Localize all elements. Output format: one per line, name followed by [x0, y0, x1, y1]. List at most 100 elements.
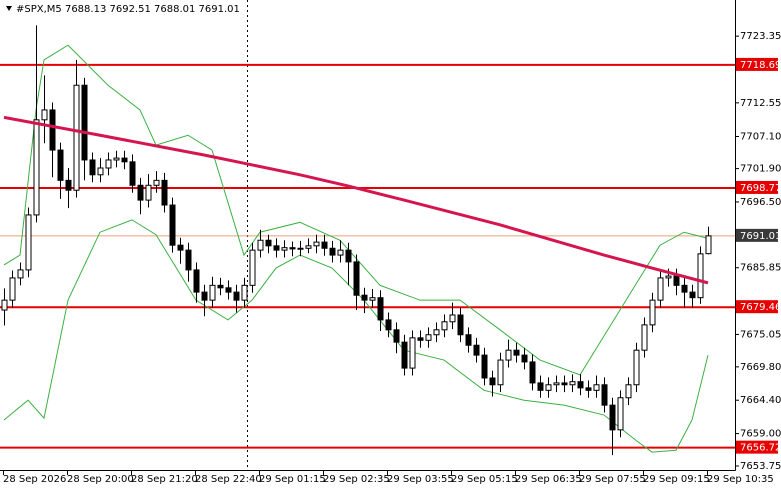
candle-body [257, 239, 264, 251]
candle-body [81, 84, 88, 161]
candle-body [665, 275, 672, 279]
candle-body [673, 275, 680, 286]
title-arrow [6, 6, 12, 11]
candle-body [265, 239, 272, 247]
candle-body [105, 159, 112, 169]
level-label-bg [736, 440, 778, 454]
candle-body [409, 337, 416, 369]
x-tick-label: 28 Sep 21:20 [131, 474, 198, 485]
candle-body [705, 235, 712, 255]
candle-body [553, 382, 560, 386]
candle-body [681, 284, 688, 293]
candle-body [249, 249, 256, 286]
candle-body [201, 291, 208, 301]
candle-body [273, 245, 280, 251]
candle-body [617, 397, 624, 431]
candle-body [337, 249, 344, 256]
candle-body [113, 157, 120, 161]
candle-body [345, 249, 352, 263]
y-tick-label: 7664.40 [740, 395, 781, 406]
x-tick-label: 29 Sep 03:55 [387, 474, 454, 485]
x-tick-label: 29 Sep 10:35 [707, 474, 774, 485]
level-label-bg [736, 300, 778, 314]
candle-body [657, 277, 664, 301]
candle-body [369, 297, 376, 301]
y-tick-label: 7707.10 [740, 131, 781, 142]
x-tick-label: 29 Sep 09:15 [643, 474, 710, 485]
candle-body [633, 349, 640, 386]
level-label: 7718.69 [740, 60, 781, 71]
candle-body [697, 253, 704, 299]
candle-body [641, 324, 648, 351]
candle-body [153, 179, 160, 186]
candle-body [313, 241, 320, 247]
candle-body [177, 244, 184, 251]
candle-body [209, 284, 216, 301]
x-tick-label: 28 Sep 20:00 [67, 474, 134, 485]
candle-body [609, 404, 616, 431]
y-tick-label: 7669.80 [740, 362, 781, 373]
candle-body [593, 384, 600, 391]
level-label: 7679.46 [740, 302, 781, 313]
bollinger-band [3, 44, 709, 376]
moving-average [3, 115, 709, 285]
candle-body [193, 269, 200, 293]
candle-body [585, 387, 592, 391]
current-price-label-bg [736, 228, 778, 242]
candle-body [241, 284, 248, 301]
candle-body [161, 179, 168, 206]
y-tick-label: 7653.75 [740, 461, 781, 472]
candle-body [49, 109, 56, 151]
candle-body [17, 269, 24, 279]
candle-body [393, 329, 400, 343]
x-tick-label: 29 Sep 02:35 [323, 474, 390, 485]
candle-body [305, 245, 312, 249]
candle-body [529, 361, 536, 384]
candle-body [353, 261, 360, 296]
candle-body [481, 354, 488, 379]
x-tick-label: 29 Sep 06:35 [515, 474, 582, 485]
x-tick-label: 28 Sep 2026 [3, 474, 66, 485]
x-tick-label: 29 Sep 05:15 [451, 474, 518, 485]
candle-body [569, 381, 576, 386]
level-label: 7698.77 [740, 183, 781, 194]
candle-body [321, 241, 328, 249]
candle-body [433, 329, 440, 336]
candle-body [145, 184, 152, 201]
x-tick-label: 28 Sep 22:40 [195, 474, 262, 485]
candle-body [601, 384, 608, 406]
candle-body [625, 384, 632, 399]
bollinger-band [3, 219, 709, 453]
level-label-bg [736, 180, 778, 194]
level-label-bg [736, 57, 778, 71]
candle-body [97, 167, 104, 176]
y-tick-label: 7712.55 [740, 98, 781, 109]
y-tick-label: 7723.35 [740, 31, 781, 42]
candle-body [129, 161, 136, 186]
candle-body [297, 247, 304, 250]
y-tick-label: 7659.00 [740, 429, 781, 440]
candle-body [233, 291, 240, 301]
candle-body [513, 349, 520, 356]
candle-body [649, 299, 656, 326]
candle-body [25, 214, 32, 271]
y-tick-label: 7685.85 [740, 263, 781, 274]
candle-body [57, 149, 64, 181]
y-tick-label: 7701.90 [740, 164, 781, 175]
candle-body [401, 341, 408, 369]
candle-body [689, 291, 696, 299]
candle-body [521, 354, 528, 363]
chart-title: #SPX,M5 7688.13 7692.51 7688.01 7691.01 [16, 4, 240, 15]
current-price-label: 7691.01 [740, 231, 781, 242]
candle-body [577, 381, 584, 389]
candle-body [329, 247, 336, 256]
candle-body [537, 382, 544, 391]
candle-body [473, 344, 480, 356]
candle-body [225, 287, 232, 293]
candle-body [545, 384, 552, 391]
candle-body [417, 337, 424, 341]
candle-body [457, 314, 464, 336]
candle-body [1, 299, 8, 311]
candle-body [281, 247, 288, 251]
